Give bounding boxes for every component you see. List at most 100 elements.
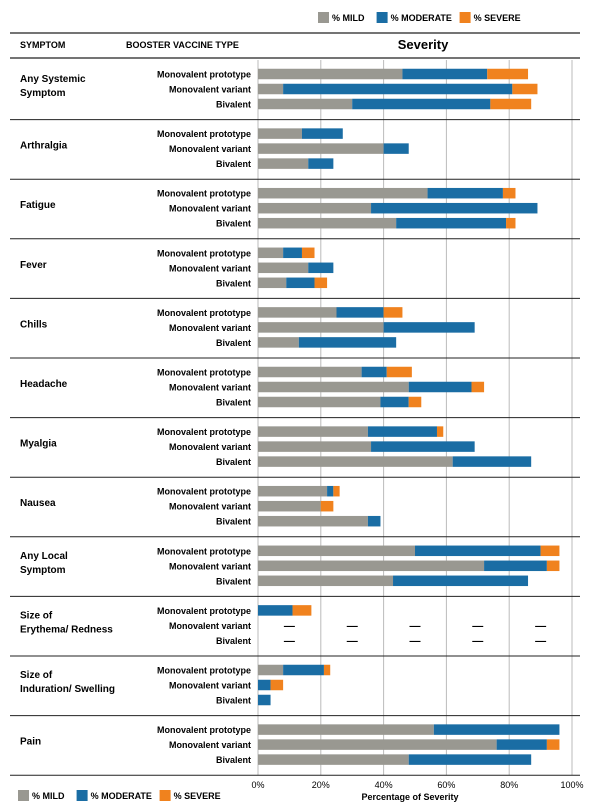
vaccine-type-label: Bivalent	[216, 755, 251, 765]
bar-segment-moderate	[301, 128, 343, 139]
symptom-group: Myalgia Monovalent prototype Monovalent va…	[10, 426, 580, 478]
legend-label-severe: % SEVERE	[474, 13, 521, 23]
vaccine-type-label: Monovalent variant	[169, 740, 251, 750]
bar-segment-mild	[258, 366, 362, 378]
vaccine-type-label: Monovalent variant	[169, 442, 251, 452]
bar-segment-moderate	[393, 575, 529, 587]
x-axis-label: Percentage of Severity	[361, 792, 458, 802]
symptom-group: Any Systemic Symptom Monovalent prototype M…	[10, 68, 580, 121]
legend-swatch-mild	[318, 12, 329, 23]
bar-segment-moderate	[408, 381, 472, 393]
bar-segment-mild	[258, 158, 309, 169]
severity-column-header: Severity	[398, 37, 449, 52]
bar-segment-severe	[383, 307, 403, 318]
bar-segment-moderate	[336, 307, 384, 318]
legend-label-moderate: % MODERATE	[91, 791, 152, 801]
bar-segment-mild	[258, 217, 397, 229]
vaccine-type-label: Monovalent variant	[169, 502, 251, 512]
symptom-group: Fatigue Monovalent prototype Monovalent va…	[10, 187, 580, 240]
symptom-group: Nausea Monovalent prototype Monovalent var…	[10, 485, 580, 538]
bar-segment-moderate	[427, 187, 503, 199]
not-measured-dash: —	[535, 620, 546, 632]
bar-segment-mild	[258, 381, 409, 393]
not-measured-dash: —	[284, 620, 295, 632]
bar-segment-mild	[258, 337, 299, 348]
legend-swatch-moderate	[76, 790, 88, 801]
vaccine-type-label: Monovalent variant	[169, 204, 251, 214]
legend-swatch-moderate	[376, 12, 388, 23]
vaccine-type-label: Monovalent prototype	[157, 308, 251, 318]
symptom-group: Chills Monovalent prototype Monovalent var…	[10, 307, 580, 359]
not-measured-dash: —	[410, 620, 421, 632]
bar-segment-severe	[471, 381, 485, 393]
bar-segment-moderate	[433, 724, 560, 735]
bar-segment-mild	[258, 515, 368, 527]
symptom-label: Fever	[20, 260, 47, 271]
symptom-label: Headache	[20, 379, 68, 390]
symptom-label: Size of Erythema/ Redness	[20, 610, 113, 635]
bar-segment-moderate	[367, 515, 381, 527]
vaccine-type-label: Monovalent prototype	[157, 70, 251, 80]
bar-segment-moderate	[452, 456, 532, 467]
vaccine-type-label: Monovalent variant	[169, 323, 251, 333]
legend-swatch-severe	[159, 790, 171, 801]
top-legend: % MILD % MODERATE % SEVERE	[318, 12, 521, 23]
x-axis: Percentage of Severity 0% 20% 40% 60% 80% 100…	[251, 780, 583, 802]
bar-segment-mild	[258, 426, 368, 437]
symptom-label: Size of Induration/ Swelling	[20, 670, 115, 695]
not-measured-dash: —	[535, 635, 546, 647]
bar-segment-mild	[258, 262, 309, 274]
bar-segment-mild	[258, 545, 415, 557]
bar-segment-mild	[258, 143, 384, 154]
vaccine-type-label: Monovalent prototype	[157, 248, 251, 258]
not-measured-dash: —	[410, 635, 421, 647]
x-tick-label: 20%	[312, 780, 330, 790]
bar-segment-moderate	[408, 754, 532, 765]
bar-segment-severe	[546, 739, 560, 750]
symptom-label: Any Systemic Symptom	[20, 74, 86, 99]
bar-segment-moderate	[361, 366, 387, 378]
bar-segment-severe	[546, 560, 560, 572]
bar-segment-moderate	[308, 262, 334, 274]
x-tick-label: 60%	[437, 780, 455, 790]
bar-segment-severe	[540, 545, 560, 557]
vaccine-type-label: Monovalent prototype	[157, 606, 251, 616]
vaccine-type-label: Bivalent	[216, 278, 251, 288]
bar-segment-mild	[258, 485, 328, 497]
symptom-label: Arthralgia	[20, 141, 68, 152]
symptom-label: Chills	[20, 319, 48, 330]
bar-segment-severe	[506, 217, 516, 229]
bar-segment-severe	[490, 98, 532, 110]
x-tick-label: 0%	[251, 780, 264, 790]
not-measured-dash: —	[347, 635, 358, 647]
x-tick-label: 80%	[500, 780, 518, 790]
vaccine-type-label: Monovalent prototype	[157, 427, 251, 437]
symptom-group: Any Local Symptom Monovalent prototype Mono…	[10, 545, 580, 597]
vaccine-type-label: Monovalent prototype	[157, 368, 251, 378]
vaccine-type-label: Bivalent	[216, 219, 251, 229]
symptom-group: Size of Induration/ Swelling Monovalent pr…	[10, 664, 580, 717]
bar-segment-moderate	[327, 485, 334, 497]
bar-segment-severe	[487, 68, 529, 80]
vaccine-type-label: Bivalent	[216, 398, 251, 408]
bar-segment-mild	[258, 307, 337, 318]
symptom-group: Fever Monovalent prototype Monovalent vari…	[10, 247, 580, 299]
bar-segment-moderate	[308, 158, 334, 169]
bottom-legend: % MILD % MODERATE % SEVERE	[18, 790, 221, 801]
bar-segment-mild	[258, 277, 287, 289]
legend-label-moderate: % MODERATE	[391, 13, 452, 23]
not-measured-dash: —	[472, 620, 483, 632]
symptom-group: Arthralgia Monovalent prototype Monovalent…	[10, 128, 580, 180]
vaccine-type-label: Monovalent prototype	[157, 189, 251, 199]
bar-segment-moderate	[383, 143, 409, 154]
bar-segment-severe	[301, 247, 315, 259]
vaccine-type-label: Monovalent variant	[169, 681, 251, 691]
symptom-group: Headache Monovalent prototype Monovalent v…	[10, 366, 580, 419]
bar-segment-mild	[258, 560, 485, 572]
symptom-label: Pain	[20, 737, 41, 748]
bar-segment-mild	[258, 68, 403, 80]
vaccine-type-label: Monovalent prototype	[157, 129, 251, 139]
vaccine-type-label: Monovalent variant	[169, 144, 251, 154]
legend-label-severe: % SEVERE	[174, 791, 221, 801]
